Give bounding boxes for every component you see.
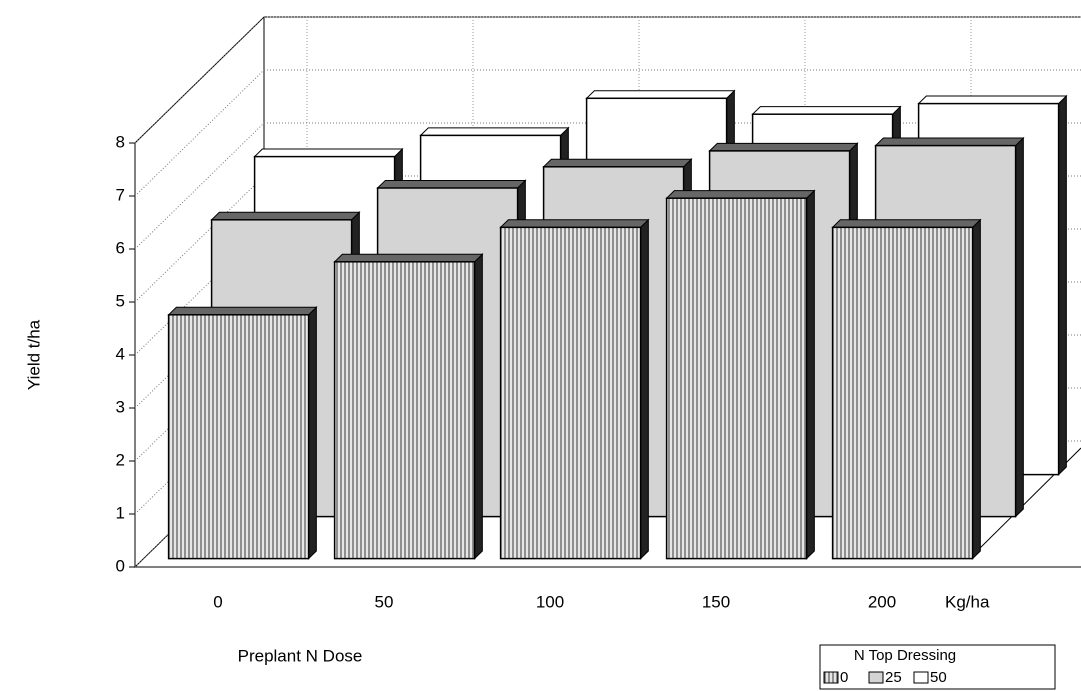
legend-swatch: [868, 671, 884, 684]
bar: [333, 261, 476, 560]
grid-line: [134, 69, 265, 197]
bar-top: [874, 137, 1025, 147]
x-tick-label: 100: [536, 592, 564, 611]
bar-top: [253, 148, 404, 158]
bar-side: [1058, 94, 1067, 476]
bar-side: [1015, 136, 1024, 518]
bar-side: [474, 253, 483, 560]
y-tick-label: 5: [116, 291, 125, 310]
bar-top: [210, 211, 361, 221]
legend: N Top Dressing 0 25 50: [819, 644, 1056, 690]
y-tick-label: 4: [116, 344, 125, 363]
bar-top: [333, 253, 484, 263]
bar: [499, 226, 642, 560]
bar-top: [376, 179, 527, 189]
bar-top: [419, 127, 570, 136]
y-tick-label: 0: [116, 556, 125, 575]
grid-line: [134, 122, 265, 250]
bar-top: [751, 106, 902, 115]
x-axis-label: Preplant N Dose: [238, 646, 363, 665]
y-tick-label: 6: [116, 238, 125, 257]
bar-side: [972, 218, 981, 560]
bar: [831, 226, 974, 560]
x-tick-label: 200: [868, 592, 896, 611]
y-tick-label: 3: [116, 397, 125, 416]
bar: [665, 197, 808, 560]
x-tick-label: 50: [375, 592, 394, 611]
bar-top: [831, 219, 982, 228]
y-tick-label: 2: [116, 450, 125, 469]
bar-top: [708, 142, 859, 152]
grid-line: [134, 16, 265, 144]
bar-side: [806, 189, 815, 560]
y-tick-label: 8: [116, 132, 125, 151]
x-axis-unit: Kg/ha: [945, 592, 990, 611]
bar-side: [308, 306, 317, 560]
legend-label: 50: [930, 669, 947, 686]
bar-top: [585, 90, 736, 99]
legend-label: 25: [885, 669, 902, 686]
legend-box: [819, 644, 1056, 690]
grid-line: [134, 175, 265, 303]
bar-top: [167, 306, 318, 316]
bar-top: [917, 95, 1068, 105]
x-tick-label: 150: [702, 592, 730, 611]
x-tick-label: 0: [213, 592, 222, 611]
bar-top: [665, 190, 816, 199]
bar-top: [499, 219, 650, 228]
legend-swatch: [823, 671, 839, 684]
bar: [167, 314, 310, 560]
y-tick-label: 7: [116, 185, 125, 204]
legend-label: 0: [840, 669, 848, 686]
bar-side: [640, 218, 649, 560]
y-axis-label: Yield t/ha: [24, 319, 43, 390]
legend-swatch: [913, 671, 929, 684]
legend-title: N Top Dressing: [854, 647, 956, 664]
y-tick-label: 1: [116, 503, 125, 522]
bar-top: [542, 158, 693, 168]
